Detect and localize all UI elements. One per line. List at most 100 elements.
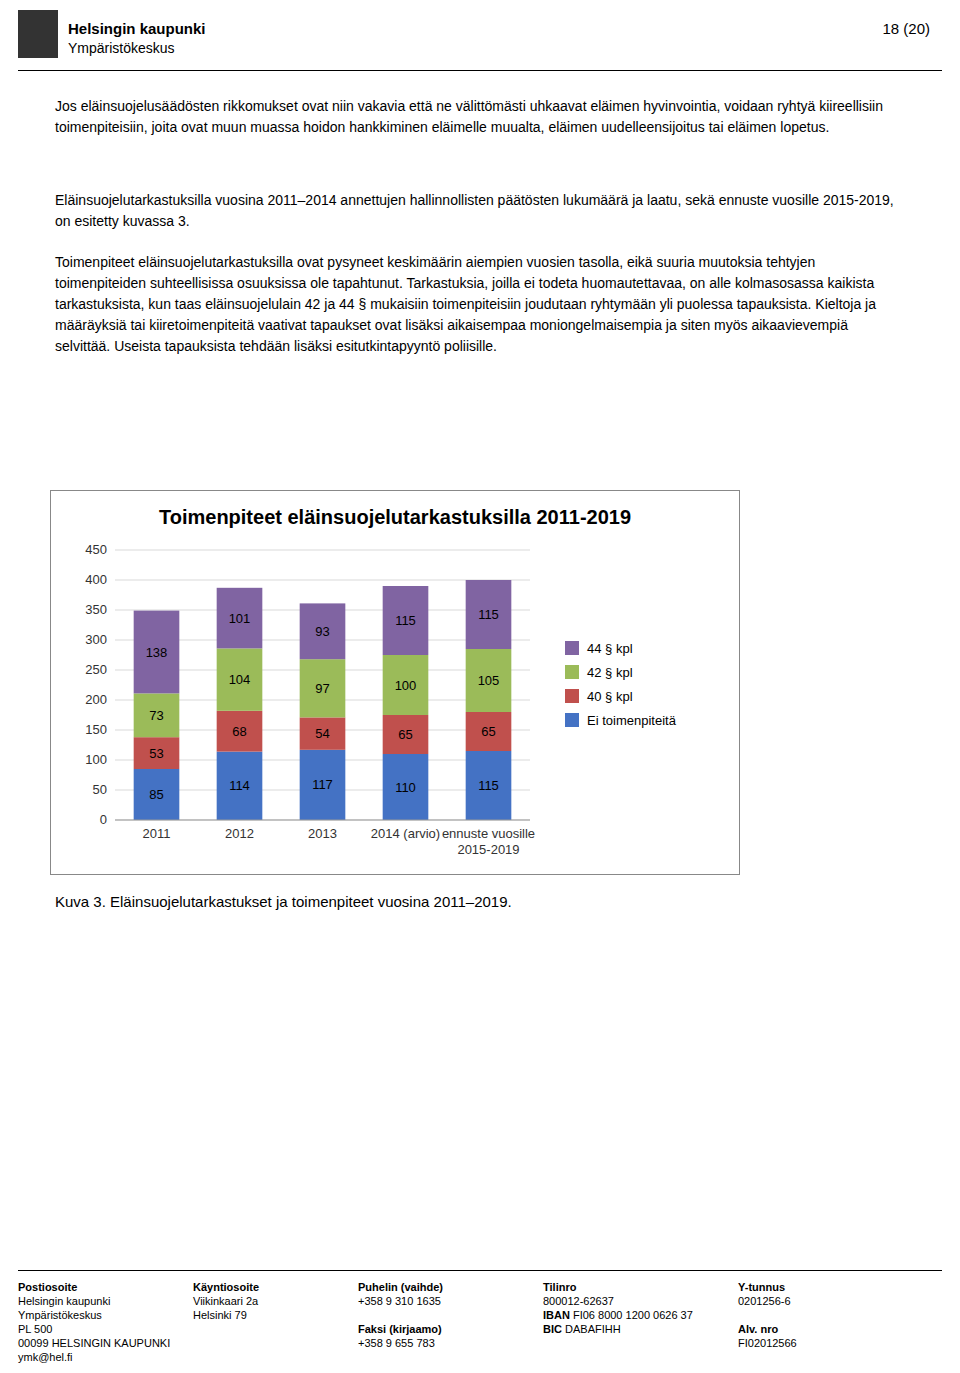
chart: Toimenpiteet eläinsuojelutarkastuksilla … [50,490,740,875]
x-tick-label: 2011 [143,826,171,841]
footer-gap [358,1308,443,1322]
data-label: 115 [478,607,499,622]
bar-segment [466,649,512,712]
y-tick-label: 400 [85,572,107,587]
data-label: 110 [395,780,416,795]
data-label: 104 [229,672,251,687]
header-unit: Ympäristökeskus [68,40,175,56]
footer-line: Viikinkaari 2a [193,1294,259,1308]
y-tick-label: 100 [85,752,107,767]
footer-label: Alv. nro [738,1323,778,1335]
bar-segment [383,715,429,754]
legend-label: Ei toimenpiteitä [587,713,677,728]
bar-segment [134,693,180,737]
x-tick-line: 2014 (arvio) [371,826,440,841]
x-tick-line: 2013 [308,826,337,841]
x-axis-line [115,820,530,821]
footer-line: BIC DABAFIHH [543,1322,693,1336]
bar-segment [217,711,263,752]
footer-label: Faksi (kirjaamo) [358,1323,442,1335]
y-tick-label: 300 [85,632,107,647]
footer-column: KäyntiosoiteViikinkaari 2aHelsinki 79 [193,1280,259,1322]
footer-header: Postiosoite [18,1280,170,1294]
y-tick-label: 150 [85,722,107,737]
footer-column: PostiosoiteHelsingin kaupunkiYmpäristöke… [18,1280,170,1364]
y-tick-label: 350 [85,602,107,617]
footer-line: PL 500 [18,1322,170,1336]
bars [134,580,512,820]
y-tick-label: 250 [85,662,107,677]
paragraph: Jos eläinsuojelusäädösten rikkomukset ov… [55,96,905,138]
data-label: 97 [315,681,329,696]
data-label: 68 [232,724,246,739]
grid-line [115,550,530,551]
data-label: 93 [315,624,329,639]
footer-line: 800012-62637 [543,1294,693,1308]
bar-segment [466,712,512,751]
legend-swatch [565,713,579,727]
data-label: 114 [229,778,250,793]
bar-segment [300,750,346,820]
footer-line: +358 9 655 783 [358,1336,443,1350]
bar-segment [383,655,429,715]
footer-value: DABAFIHH [565,1323,621,1335]
data-label: 138 [146,645,168,660]
footer-line: +358 9 310 1635 [358,1294,443,1308]
y-tick-label: 450 [85,542,107,557]
bar-segment [217,588,263,649]
footer-line: Faksi (kirjaamo) [358,1322,443,1336]
footer-column: Puhelin (vaihde)+358 9 310 1635 Faksi (ki… [358,1280,443,1350]
data-label: 105 [478,673,500,688]
data-label: 115 [478,778,499,793]
footer-line: ymk@hel.fi [18,1350,170,1364]
bar-segment [300,659,346,717]
data-label: 117 [312,777,333,792]
footer-line: 00099 HELSINGIN KAUPUNKI [18,1336,170,1350]
bar-segment [300,603,346,659]
data-label: 54 [315,726,329,741]
footer-line: FI02012566 [738,1336,797,1350]
x-tick-label: 2013 [308,826,337,841]
footer-value: FI06 8000 1200 0626 37 [573,1309,693,1321]
y-tick-label: 0 [100,812,107,827]
bar-segment [383,754,429,820]
bar-segment [466,580,512,649]
chart-border [51,491,740,875]
footer-line: Alv. nro [738,1322,797,1336]
x-tick-line: 2012 [225,826,254,841]
x-tick-line: 2011 [143,826,171,841]
bar-segment [134,611,180,694]
grid-line [115,820,530,821]
legend-swatch [565,641,579,655]
bar-segment [134,769,180,820]
footer-label: BIC [543,1323,562,1335]
data-label: 53 [149,746,163,761]
x-tick-label: 2012 [225,826,254,841]
data-label: 100 [395,678,417,693]
data-label: 65 [398,727,412,742]
footer-label: IBAN [543,1309,570,1321]
paragraph: Toimenpiteet eläinsuojelutarkastuksilla … [55,252,905,357]
x-tick-label: ennuste vuosille2015-2019 [442,826,535,857]
legend-label: 40 § kpl [587,689,633,704]
legend: 44 § kpl42 § kpl40 § kplEi toimenpiteitä [565,641,677,728]
paragraph: Eläinsuojelutarkastuksilla vuosina 2011–… [55,190,905,232]
footer-column: Tilinro800012-62637IBAN FI06 8000 1200 0… [543,1280,693,1336]
caption: Kuva 3. Eläinsuojelutarkastukset ja toim… [55,893,512,910]
x-tick-label: 2014 (arvio) [371,826,440,841]
data-label: 73 [149,708,163,723]
footer-line: IBAN FI06 8000 1200 0626 37 [543,1308,693,1322]
data-label: 85 [149,787,163,802]
footer-header: Y-tunnus [738,1280,797,1294]
bar-segment [383,586,429,655]
y-tick-label: 200 [85,692,107,707]
footer-gap [738,1308,797,1322]
footer-header: Puhelin (vaihde) [358,1280,443,1294]
footer-header: Käyntiosoite [193,1280,259,1294]
footer-column: Y-tunnus0201256-6Alv. nroFI02012566 [738,1280,797,1350]
footer-line: Helsingin kaupunki [18,1294,170,1308]
x-tick-line: 2015-2019 [457,842,519,857]
chart-title: Toimenpiteet eläinsuojelutarkastuksilla … [159,506,631,528]
header-org: Helsingin kaupunki [68,20,206,37]
y-tick-label: 50 [93,782,107,797]
